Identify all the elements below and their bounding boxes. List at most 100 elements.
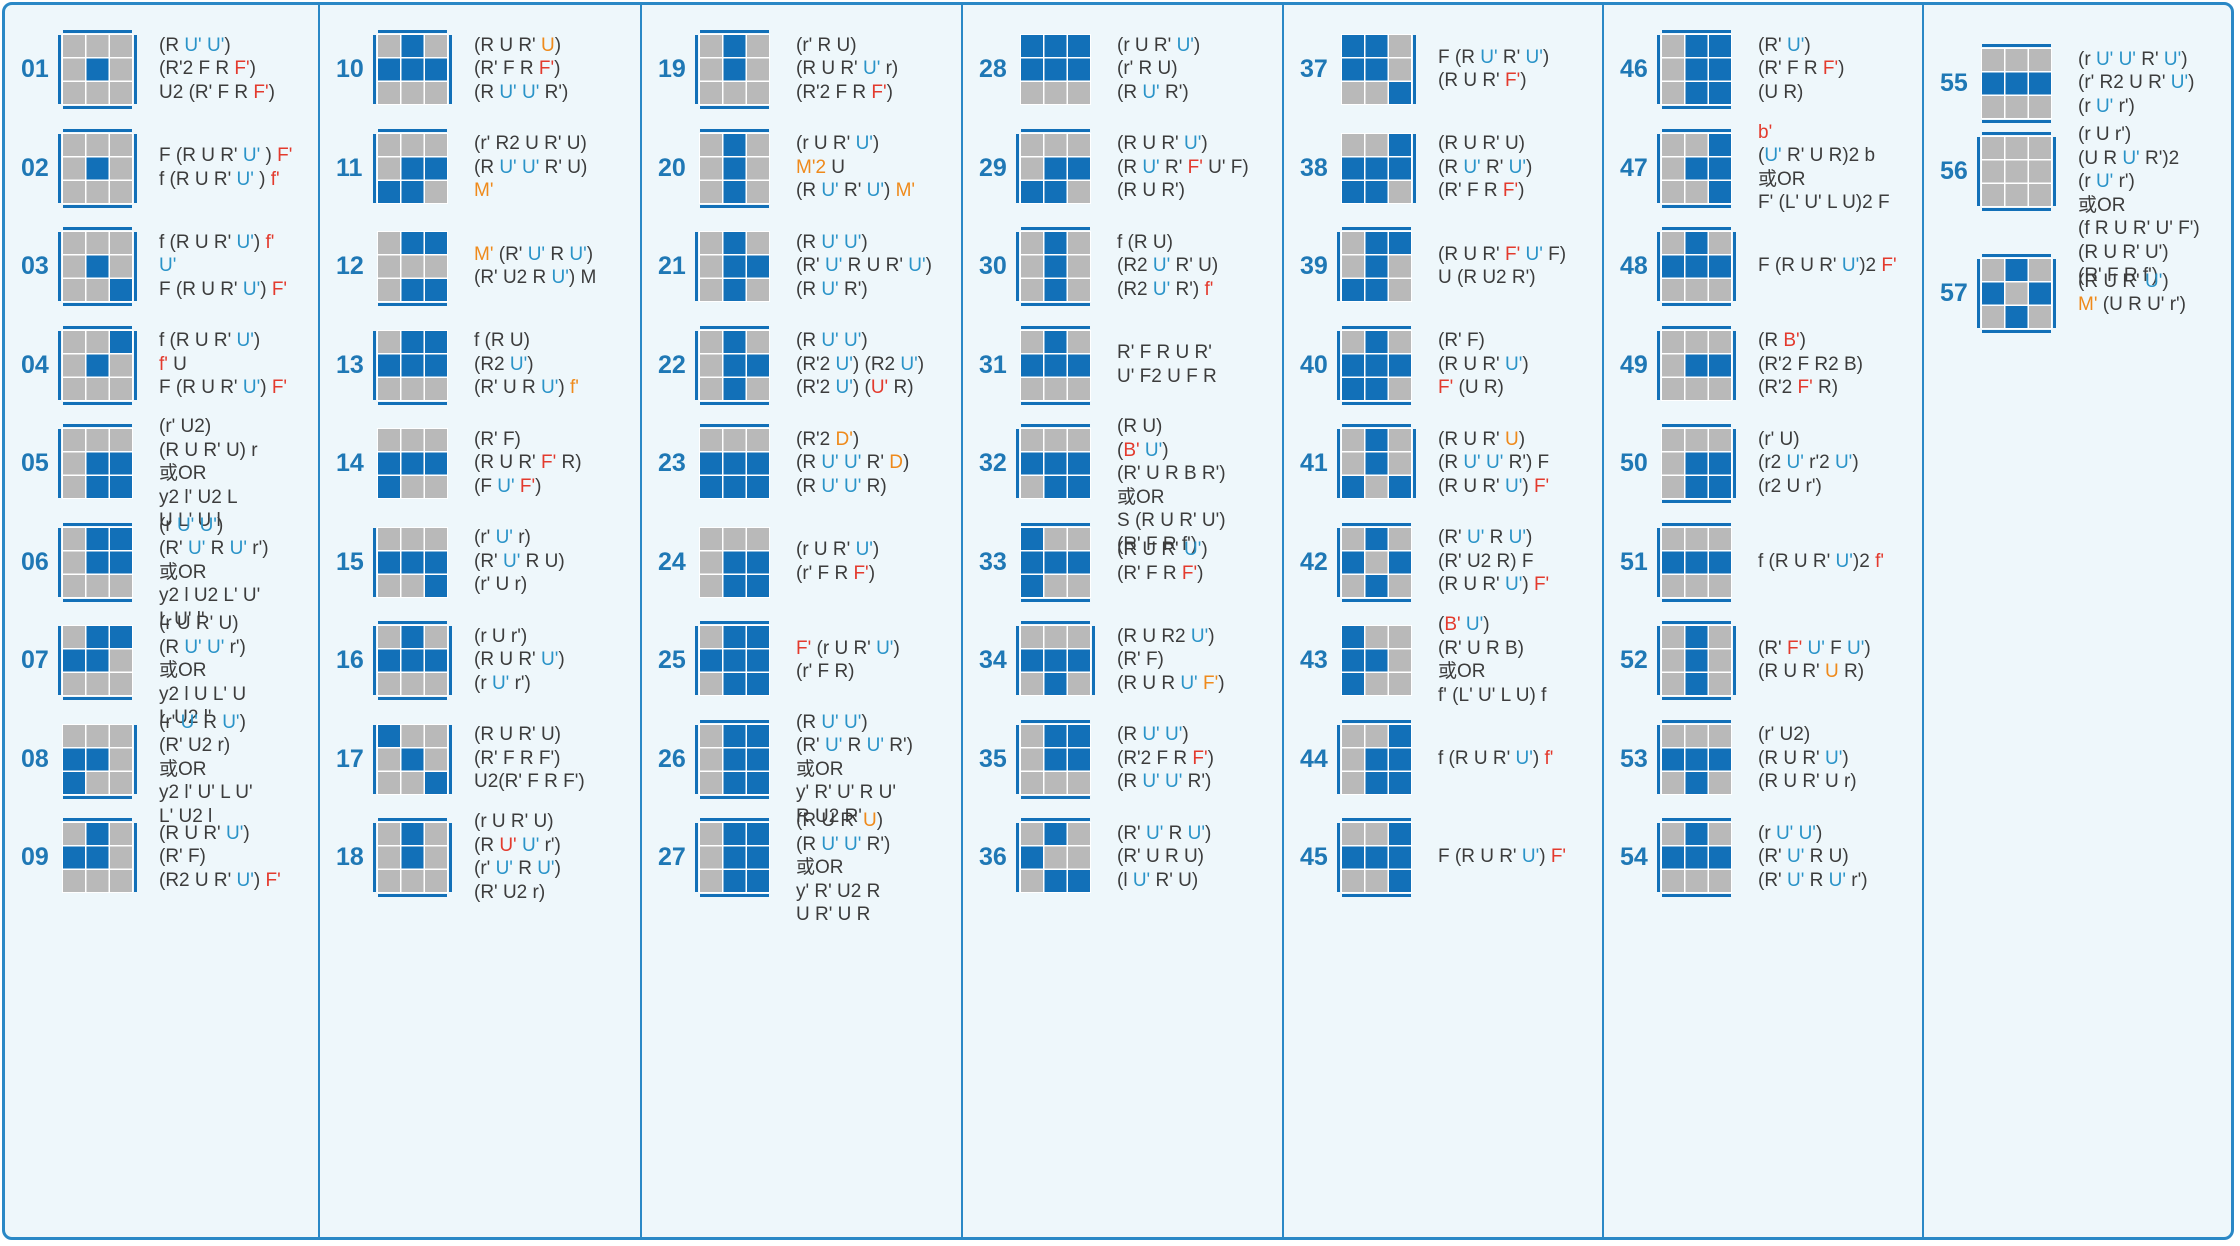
sticker xyxy=(1662,330,1684,353)
move-token: (r U R' xyxy=(796,539,856,560)
algorithm-line: f (R U R' U') xyxy=(159,329,287,353)
edge-indicator xyxy=(63,697,132,700)
oll-case-diagram xyxy=(695,621,770,696)
algorithm-line: (R' U' R U' r') xyxy=(1758,869,1868,893)
algorithm-line: (R' F) xyxy=(159,845,281,869)
sticker xyxy=(63,279,85,301)
move-token: F (R U R' xyxy=(1758,255,1842,277)
algorithm-line: y2 l' U2 L xyxy=(159,486,258,510)
move-token: U' xyxy=(225,822,244,844)
algorithm-line: (r' F R) xyxy=(796,660,900,684)
algorithm-line: (B' U') xyxy=(1438,613,1546,637)
algorithm-text: b' (U' R' U R)2 b 或OR F' (L' U' L U)2 F xyxy=(1758,121,1890,215)
move-token: U' F) xyxy=(1202,156,1249,178)
move-token: f' xyxy=(1875,550,1884,572)
move-token: (R' F) xyxy=(159,846,206,868)
edge-indicator xyxy=(378,697,447,700)
move-token: ) xyxy=(1842,747,1849,769)
sticker xyxy=(1068,330,1090,353)
sticker xyxy=(1365,626,1388,648)
algorithm-text: F (R U' R' U') (R U R' F') xyxy=(1438,46,1549,93)
algorithm-line: (R U' U') xyxy=(796,231,932,255)
edge-indicator xyxy=(1733,330,1736,400)
move-token: (R xyxy=(474,156,500,178)
sticker xyxy=(1021,133,1043,156)
sticker xyxy=(401,180,424,203)
sticker xyxy=(1021,724,1043,747)
sticker xyxy=(1021,35,1043,57)
move-token: F' xyxy=(1533,475,1550,497)
sticker xyxy=(86,870,109,892)
move-token: S (R U R' U') xyxy=(1117,510,1226,531)
oll-case-diagram xyxy=(1657,621,1736,700)
move-token: U' xyxy=(1180,672,1198,694)
move-token: U2 (R' F R xyxy=(159,81,254,103)
move-token: f (R U R' xyxy=(1438,747,1516,769)
sticker xyxy=(1021,771,1043,794)
move-token: (R xyxy=(796,180,822,202)
move-token: (R U R') xyxy=(1117,180,1186,202)
sticker xyxy=(1068,771,1090,794)
algorithm-line: (R' U2 r) xyxy=(474,881,561,905)
move-token: U' xyxy=(2095,48,2114,70)
case-number: 18 xyxy=(336,843,364,871)
move-token: U' xyxy=(1834,452,1853,474)
sticker xyxy=(747,649,769,672)
move-token: U' xyxy=(855,539,873,560)
algorithm-line: (R U R' U) xyxy=(474,34,568,58)
edge-indicator xyxy=(378,401,447,405)
sticker xyxy=(1709,626,1731,648)
edge-indicator xyxy=(2053,259,2056,328)
algorithm-line: (R U R' U) xyxy=(474,723,585,747)
algorithm-text: f (R U R' U') f' U' F (R U R' U') F' xyxy=(159,231,287,302)
sticker xyxy=(723,476,746,498)
sticker xyxy=(723,846,746,869)
sticker xyxy=(700,574,722,597)
sticker xyxy=(1709,255,1731,278)
move-token: (R xyxy=(1758,330,1784,352)
sticker xyxy=(86,748,109,770)
sticker xyxy=(1044,255,1067,278)
move-token: U' xyxy=(537,858,555,879)
move-token: U' xyxy=(1786,34,1805,56)
sticker xyxy=(1021,527,1043,550)
algorithm-line: (R U R' U') xyxy=(1117,538,1208,562)
algorithm-line: 或OR xyxy=(796,856,890,880)
sticker xyxy=(1662,649,1684,672)
sticker xyxy=(1365,255,1388,278)
sticker xyxy=(2029,160,2051,183)
oll-case-diagram xyxy=(373,128,448,204)
sticker xyxy=(425,452,447,475)
sticker xyxy=(1068,724,1090,747)
move-token: 或OR xyxy=(159,758,207,780)
case-number: 31 xyxy=(979,350,1007,379)
sticker xyxy=(1982,282,2004,305)
sticker xyxy=(63,724,85,747)
move-token: ) xyxy=(2162,270,2169,292)
edge-indicator xyxy=(63,325,132,329)
move-token: (R' U R B R') xyxy=(1117,463,1226,484)
move-token: (R' F R xyxy=(1758,58,1823,80)
move-token: (R2 xyxy=(1117,278,1153,300)
sticker xyxy=(378,527,400,550)
move-token: (R xyxy=(1438,156,1464,178)
sticker xyxy=(1365,377,1388,400)
edge-indicator xyxy=(449,35,452,104)
algorithm-line: L' U2 l xyxy=(159,805,253,829)
move-token: (R xyxy=(1117,81,1143,103)
algorithm-text: (r U' U') (R' U' R U) (R' U' R U' r') xyxy=(1758,822,1868,893)
edge-indicator xyxy=(378,303,447,306)
edge-indicator xyxy=(1337,232,1340,301)
move-token: F' xyxy=(1550,846,1567,868)
move-token: U' xyxy=(2170,72,2189,94)
edge-indicator xyxy=(1342,325,1411,329)
edge-indicator xyxy=(1733,232,1736,301)
move-token: U' xyxy=(236,168,254,190)
move-token: U (R U2 R') xyxy=(1438,267,1536,288)
move-token: R') xyxy=(838,278,868,300)
sticker xyxy=(1021,377,1043,400)
algorithm-line: (R' U' R U R' U') xyxy=(796,254,932,278)
edge-indicator xyxy=(373,823,376,892)
edge-indicator xyxy=(1657,35,1660,104)
